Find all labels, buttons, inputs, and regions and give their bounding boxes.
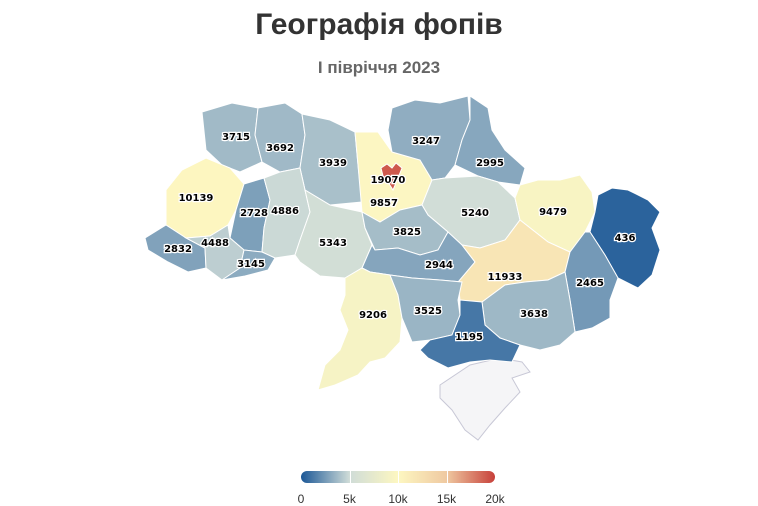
region-kherson[interactable]	[419, 299, 521, 369]
legend-tick-mark	[349, 471, 351, 483]
legend-tick-label: 15k	[436, 492, 457, 506]
region-rivne[interactable]	[254, 102, 306, 173]
legend-tick-mark	[398, 471, 399, 483]
region-zhytomyr[interactable]	[299, 113, 363, 206]
region-sumy[interactable]	[454, 95, 526, 186]
legend-tick-label: 5k	[343, 492, 356, 506]
legend-tick-label: 20k	[485, 492, 505, 506]
region-odesa[interactable]	[317, 267, 403, 391]
region-kyiv-city[interactable]	[380, 162, 403, 192]
region-crimea	[439, 357, 531, 441]
region-chernivtsi[interactable]	[221, 249, 276, 281]
legend-tick-label: 10k	[388, 492, 408, 506]
legend-tick-mark	[446, 471, 448, 483]
page-subtitle: І півріччя 2023	[317, 58, 441, 77]
page-title: Географія фопів	[255, 8, 503, 41]
legend-tick-label: 0	[297, 492, 305, 506]
